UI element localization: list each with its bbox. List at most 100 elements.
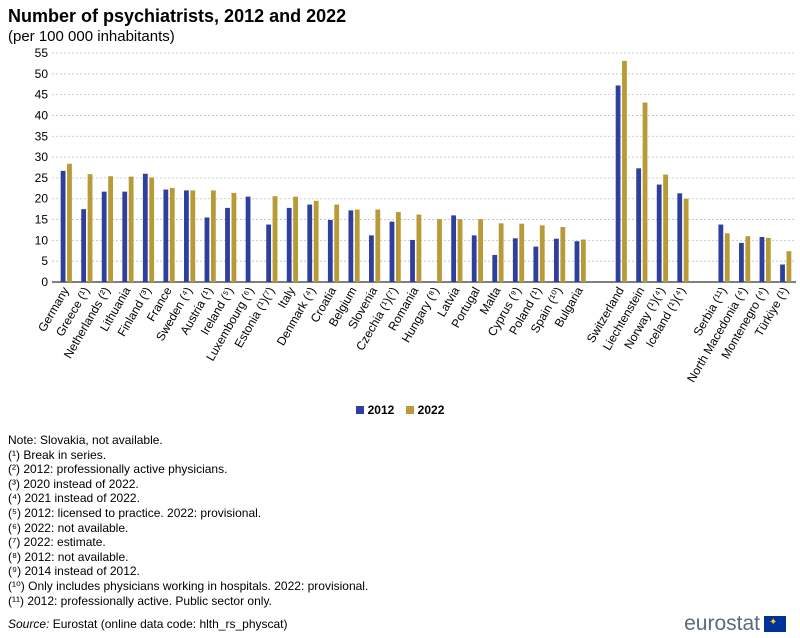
bar-2012-Montenegro (⁴) xyxy=(759,237,765,282)
y-tick-label: 30 xyxy=(35,150,49,164)
legend-swatch-2012 xyxy=(355,406,364,414)
bar-2012-Latvia xyxy=(451,215,457,282)
bar-2022-Slovenia xyxy=(375,209,381,282)
y-tick-label: 40 xyxy=(35,108,49,122)
bar-2022-Estonia (¹)(⁷) xyxy=(272,196,278,282)
bar-2012-Sweden (⁴) xyxy=(184,190,189,282)
footnote: (⁴) 2021 instead of 2022. xyxy=(8,491,140,506)
bar-2012-France xyxy=(163,189,169,282)
legend-item-2012: 2012 xyxy=(355,403,395,417)
bar-2012-Iceland (¹)(⁴) xyxy=(677,193,683,282)
footnote: (⁸) 2012: not available. xyxy=(8,549,129,564)
bar-2012-Romania xyxy=(410,239,415,282)
bar-2012-Finland (³) xyxy=(142,173,148,282)
bar-2022-Norway (¹)(⁴) xyxy=(663,174,668,282)
bar-2012-Italy xyxy=(286,207,292,282)
bar-2022-Belgium xyxy=(354,209,360,282)
bar-2022-Austria (¹) xyxy=(210,190,216,282)
footnote: (⁷) 2022: estimate. xyxy=(8,535,106,550)
y-tick-label: 0 xyxy=(41,275,48,289)
y-tick-label: 25 xyxy=(35,171,49,185)
bar-2022-Iceland (¹)(⁴) xyxy=(683,198,689,282)
source-line: Source: Eurostat (online data code: hlth… xyxy=(8,617,288,631)
y-tick-label: 50 xyxy=(35,67,49,81)
footnote: (⁵) 2012: licensed to practice. 2022: pr… xyxy=(8,505,262,520)
bar-2012-Denmark (⁴) xyxy=(307,204,313,282)
source-label: Source: xyxy=(8,617,50,631)
y-tick-label: 35 xyxy=(35,129,49,143)
bar-2022-Liechtenstein xyxy=(642,102,648,282)
bar-2012-North Macedonia (⁴) xyxy=(739,242,744,282)
footnote: (³) 2020 instead of 2022. xyxy=(8,476,139,491)
bar-2012-Lithuania xyxy=(122,191,128,282)
y-tick-label: 55 xyxy=(35,46,49,60)
footnote: (¹) Break in series. xyxy=(8,447,107,462)
footnote: (²) 2012: professionally active physicia… xyxy=(8,462,228,477)
chart-subtitle: (per 100 000 inhabitants) xyxy=(8,28,175,45)
legend-item-2022: 2022 xyxy=(405,403,444,417)
bar-2012-Bulgaria xyxy=(574,241,580,282)
bar-2012-Malta xyxy=(492,254,498,282)
bar-2022-Czechia (¹)(⁷) xyxy=(395,212,401,282)
bar-2012-Switzerland xyxy=(615,85,621,282)
bar-2022-Romania xyxy=(416,214,422,282)
chart-legend: 2012 2022 xyxy=(0,403,800,417)
bar-2012-Ireland (⁵) xyxy=(225,207,230,282)
bar-2022-Croatia xyxy=(334,204,340,282)
eu-flag-icon: ✦ xyxy=(764,616,786,632)
bar-2012-Austria (¹) xyxy=(204,217,210,282)
footnotes: Note: Slovakia, not available. (¹) Break… xyxy=(8,433,368,608)
bar-2012-Belgium xyxy=(348,210,354,282)
y-tick-label: 15 xyxy=(35,213,49,227)
footnote: (¹⁰) Only includes physicians working in… xyxy=(8,578,369,593)
y-tick-label: 10 xyxy=(35,233,49,247)
bar-2022-Portugal xyxy=(478,219,483,282)
bar-2022-Spain (¹⁰) xyxy=(560,227,566,282)
bar-2022-Cyprus (⁹) xyxy=(519,223,525,282)
bar-2022-Serbia (¹¹) xyxy=(724,233,730,282)
footnote: Note: Slovakia, not available. xyxy=(8,433,163,447)
bar-2022-Finland (³) xyxy=(149,177,155,282)
bar-2022-Germany xyxy=(67,163,72,282)
bar-2012-Serbia (¹¹) xyxy=(718,224,724,282)
legend-swatch-2022 xyxy=(405,406,414,414)
footnote: (⁹) 2014 instead of 2012. xyxy=(8,564,140,579)
bar-2022-Poland (¹) xyxy=(539,225,545,282)
bar-2022-Hungary (⁸) xyxy=(437,219,442,282)
bar-2012-Cyprus (⁹) xyxy=(512,238,518,282)
bar-2012-Liechtenstein xyxy=(636,168,642,282)
bar-2022-Latvia xyxy=(457,219,463,282)
bar-2022-Sweden (⁴) xyxy=(190,190,196,282)
bar-2012-Estonia (¹)(⁷) xyxy=(266,224,272,282)
bar-2012-Luxembourg (⁶) xyxy=(245,196,251,282)
bar-2022-Greece (¹) xyxy=(87,174,93,282)
bar-2012-Slovenia xyxy=(369,235,374,282)
bar-2022-North Macedonia (⁴) xyxy=(745,236,751,282)
bar-2012-Spain (¹⁰) xyxy=(554,238,559,282)
bar-2022-France xyxy=(169,187,175,282)
y-tick-label: 45 xyxy=(35,88,49,102)
footnote: (¹¹) 2012: professionally active. Public… xyxy=(8,593,272,608)
eurostat-logo: eurostat ✦ xyxy=(684,612,786,636)
bar-2022-Montenegro (⁴) xyxy=(765,237,771,282)
bar-2022-Denmark (⁴) xyxy=(313,200,319,282)
bar-2012-Greece (¹) xyxy=(81,209,87,282)
bar-2012-Netherlands (²) xyxy=(101,191,107,282)
legend-label-2012: 2012 xyxy=(367,403,395,417)
logo-text: eurostat xyxy=(684,612,760,635)
bar-2012-Poland (¹) xyxy=(533,246,539,282)
footnote: (⁶) 2022: not available. xyxy=(8,520,129,535)
bar-2022-Switzerland xyxy=(622,60,627,283)
bar-2012-Türkiye (¹) xyxy=(780,264,785,282)
bar-2022-Netherlands (²) xyxy=(108,176,113,282)
chart-title: Number of psychiatrists, 2012 and 2022 xyxy=(8,6,347,26)
bar-2012-Norway (¹)(⁴) xyxy=(656,184,662,282)
y-tick-label: 20 xyxy=(35,192,49,206)
bar-2022-Malta xyxy=(498,223,504,282)
y-tick-label: 5 xyxy=(41,254,48,268)
source-text: Eurostat (online data code: hlth_rs_phys… xyxy=(52,617,288,631)
bar-2012-Germany xyxy=(60,170,66,282)
bar-2022-Türkiye (¹) xyxy=(786,251,792,282)
bar-2022-Bulgaria xyxy=(580,239,586,282)
